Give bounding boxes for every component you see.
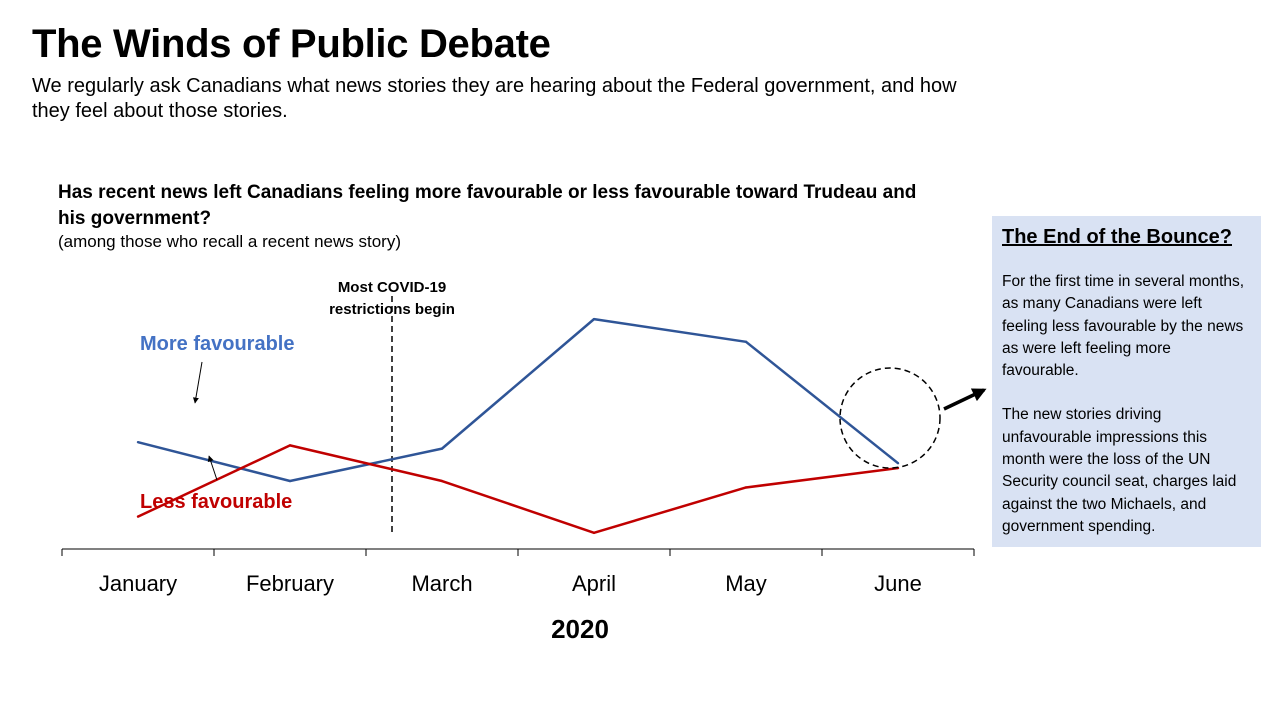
june-highlight-circle [839, 367, 941, 469]
series-line-0 [137, 317, 899, 483]
sidebar-paragraph-2: The new stories driving unfavourable imp… [1002, 406, 1237, 535]
data-point-1 [744, 486, 748, 489]
covid-annotation-line: Most COVID-19 [338, 279, 446, 296]
x-tick-label: June [874, 571, 922, 596]
data-point-1 [136, 515, 140, 518]
data-point-1 [440, 479, 444, 483]
series-label-less: Less favourable [140, 491, 292, 513]
page-subtitle: We regularly ask Canadians what news sto… [32, 75, 957, 122]
series-line-1 [137, 444, 899, 535]
x-tick-label: March [411, 571, 472, 596]
x-axis-label: 2020 [551, 614, 609, 644]
data-point-1 [288, 444, 292, 447]
sidebar-box: The End of the Bounce? For the first tim… [992, 216, 1261, 547]
covid-annotation-line: restrictions begin [329, 301, 455, 318]
arrow-more-pointer [192, 361, 203, 404]
x-tick-label: January [99, 571, 177, 596]
callout-arrow [943, 388, 987, 411]
data-point-0 [592, 317, 596, 321]
x-tick-label: February [246, 571, 334, 596]
data-point-0 [440, 447, 444, 450]
data-point-1 [592, 531, 596, 535]
chart-title: Has recent news left Canadians feeling m… [58, 182, 917, 229]
data-point-0 [744, 340, 748, 343]
data-point-0 [288, 479, 292, 483]
x-tick-label: May [725, 571, 767, 596]
arrow-less-pointer [207, 455, 218, 481]
data-point-0 [136, 440, 140, 444]
chart-subtitle: (among those who recall a recent news st… [58, 232, 401, 251]
x-tick-label: April [572, 571, 616, 596]
data-point-0 [896, 462, 900, 465]
page-title: The Winds of Public Debate [32, 22, 551, 66]
sidebar-paragraph-1: For the first time in several months, as… [1002, 273, 1245, 380]
sidebar-title: The End of the Bounce? [1002, 226, 1232, 248]
series-label-more: More favourable [140, 333, 294, 355]
